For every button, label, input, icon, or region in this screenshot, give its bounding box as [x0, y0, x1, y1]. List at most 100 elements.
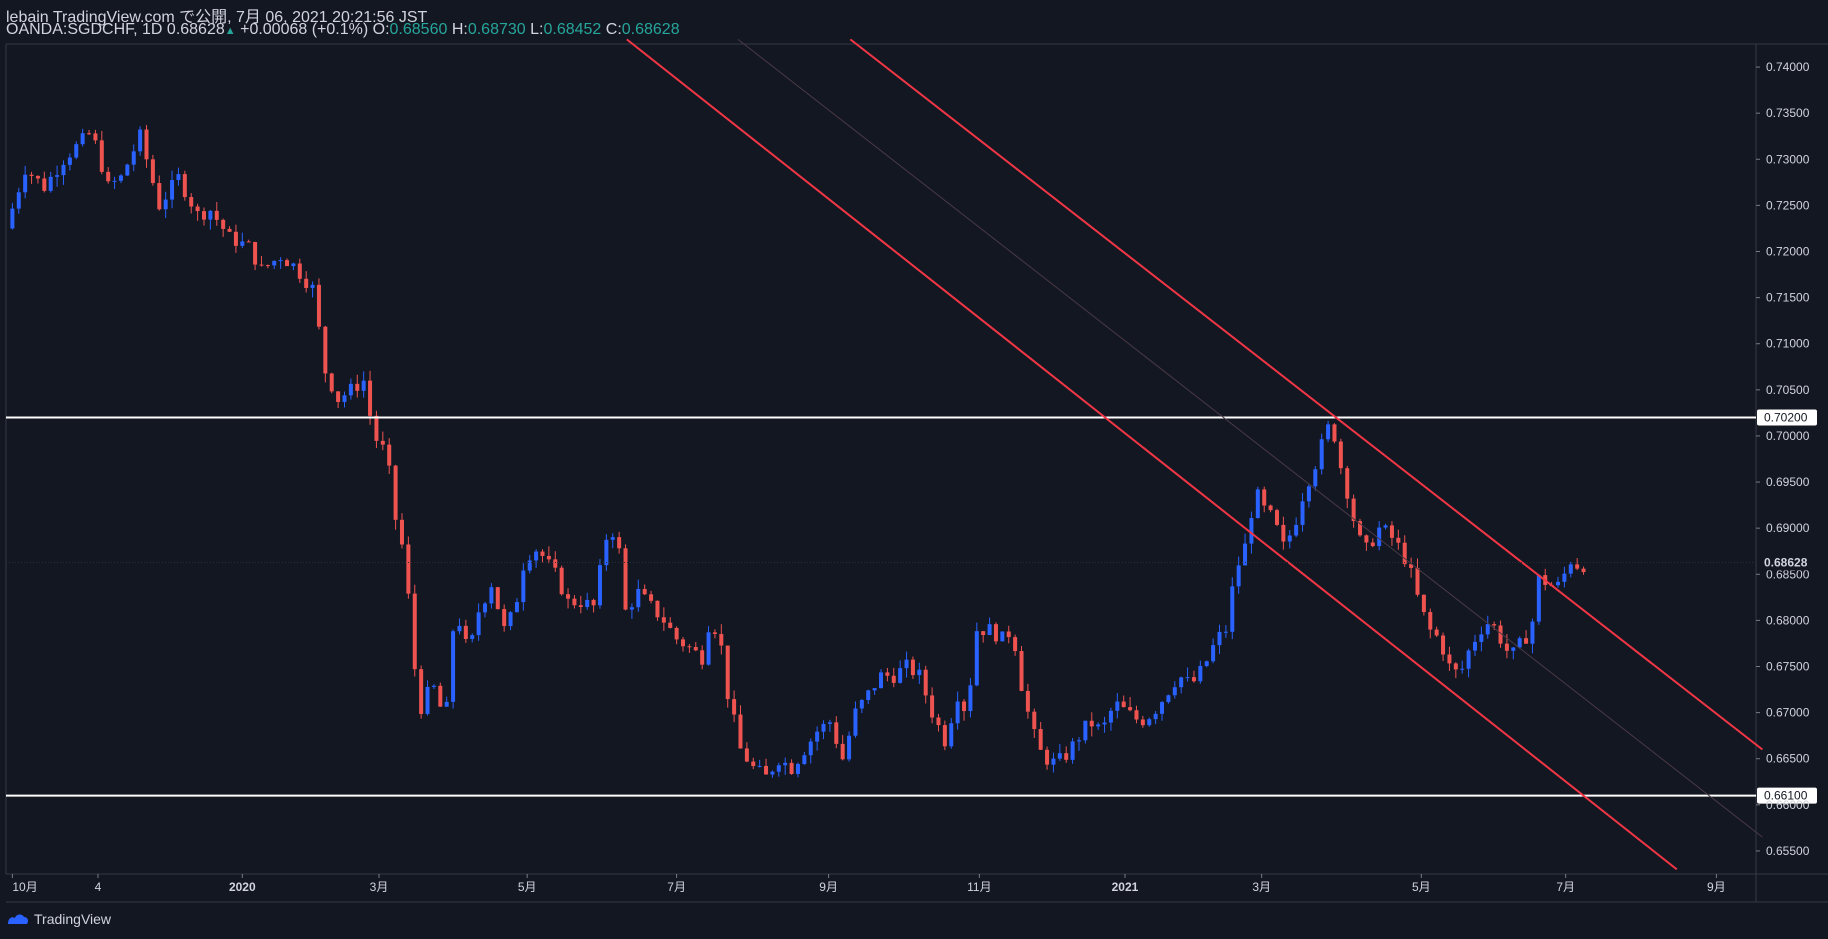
y-tick-label: 0.72500 [1766, 198, 1810, 212]
x-tick-label: 3月 [1252, 880, 1271, 894]
x-tick-label: 2021 [1112, 880, 1139, 894]
candle-body [1038, 729, 1043, 750]
candle-body [955, 701, 960, 724]
candle-body [1179, 677, 1184, 688]
candle-body [1089, 720, 1094, 727]
symbol-text: OANDA:SGDCHF, 1D 0.68628 [6, 21, 225, 38]
high-value: 0.68730 [467, 21, 526, 38]
channel-upper-line[interactable] [849, 38, 1764, 751]
candle-body [847, 735, 852, 760]
candle-body [1338, 441, 1343, 469]
level-label-bg [1757, 409, 1817, 426]
channel-middle-line[interactable] [737, 38, 1763, 838]
candle-body [87, 133, 92, 135]
candle-body [527, 560, 532, 571]
candle-body [1025, 690, 1030, 712]
footer-brand: TradingView [34, 911, 112, 927]
candle-body [1504, 643, 1509, 651]
candle-body [923, 669, 928, 696]
candle-body [1511, 647, 1516, 651]
candle-body [355, 383, 360, 391]
candle-body [16, 192, 21, 209]
candle-body [297, 263, 302, 279]
candle-body [406, 544, 411, 594]
candle-body [1217, 631, 1222, 646]
candle-body [1370, 542, 1375, 547]
candle-body [917, 669, 922, 676]
y-tick-label: 0.66000 [1766, 798, 1810, 812]
close-value: 0.68628 [621, 21, 680, 38]
candle-body [170, 180, 175, 200]
candle-body [291, 263, 296, 267]
candle-body [546, 555, 551, 560]
candle-body [942, 725, 947, 747]
candle-body [1064, 753, 1069, 760]
candle-body [189, 197, 194, 207]
candle-body [744, 748, 749, 762]
candle-body [508, 612, 513, 627]
candle-body [1236, 565, 1241, 587]
candle-body [393, 465, 398, 520]
candle-body [1255, 489, 1260, 518]
candle-body [221, 219, 226, 229]
candle-body [827, 722, 832, 724]
candle-body [859, 700, 864, 709]
candle-body [1396, 537, 1401, 543]
y-tick-label: 0.68500 [1766, 567, 1810, 581]
candle-body [936, 717, 941, 726]
candle-body [451, 631, 456, 702]
candle-body [1377, 527, 1382, 547]
chart-frame [5, 43, 1828, 903]
candle-body [1172, 687, 1177, 696]
candle-body [1524, 638, 1529, 644]
x-tick-label: 9月 [1707, 880, 1726, 894]
candle-body [1313, 469, 1318, 487]
candle-body [176, 174, 181, 181]
candle-body [1185, 677, 1190, 679]
candle-body [1249, 517, 1254, 544]
candle-body [993, 624, 998, 642]
candle-body [1389, 525, 1394, 538]
level-price-label: 0.70200 [1764, 411, 1808, 425]
channel-lower-line[interactable] [626, 38, 1678, 871]
publisher-text: lebain TradingView.com で公開, 7月 06, 2021 … [6, 9, 428, 26]
candle-body [1262, 489, 1267, 506]
symbol-line: OANDA:SGDCHF, 1D 0.68628▲ +0.00068 (+0.1… [6, 21, 680, 39]
y-tick-label: 0.66500 [1766, 752, 1810, 766]
candle-body [285, 260, 290, 267]
x-tick-label: 4 [95, 880, 102, 894]
open-label: O: [372, 21, 390, 38]
candle-body [1243, 543, 1248, 566]
candle-body [776, 765, 781, 772]
candle-body [738, 714, 743, 749]
candle-body [1332, 424, 1337, 442]
candle-body [1204, 661, 1209, 666]
candle-body [35, 175, 40, 179]
candle-body [572, 598, 577, 606]
candle-body [674, 627, 679, 640]
candle-body [719, 633, 724, 646]
candle-body [368, 380, 373, 416]
candle-body [387, 444, 392, 466]
candle-body [872, 688, 877, 691]
candle-body [751, 761, 756, 767]
candle-body [617, 537, 622, 549]
candle-body [712, 632, 717, 634]
x-tick-label: 7月 [667, 880, 686, 894]
candle-body [764, 765, 769, 775]
candle-body [1326, 424, 1331, 440]
candle-body [1121, 701, 1126, 708]
candle-body [968, 685, 973, 712]
candle-body [1128, 707, 1133, 711]
candle-body [412, 593, 417, 670]
candle-body [1517, 638, 1522, 648]
candle-body [604, 539, 609, 566]
candle-body [208, 210, 213, 220]
candle-body [55, 175, 60, 177]
candle-body [1032, 711, 1037, 730]
candle-body [962, 701, 967, 712]
candle-body [1045, 749, 1050, 765]
candle-body [265, 265, 270, 267]
candle-body [419, 669, 424, 714]
